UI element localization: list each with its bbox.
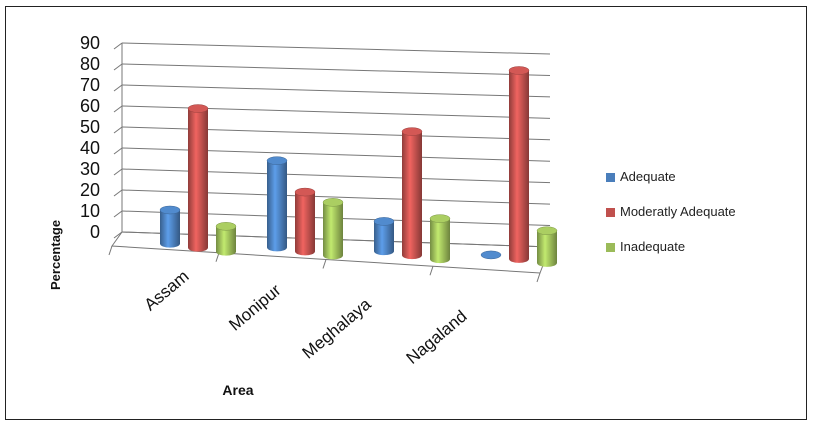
gridline — [121, 168, 551, 184]
legend-label: Moderatly Adequate — [620, 204, 736, 219]
x-category-label: Assam — [141, 267, 193, 315]
legend-swatch — [606, 208, 615, 217]
gridline-side — [113, 147, 123, 155]
gridline — [121, 126, 551, 141]
bar-adequate-monipur — [266, 156, 288, 252]
legend-swatch — [606, 173, 615, 182]
y-tick-label: 0 — [90, 222, 100, 242]
y-tick-label: 90 — [80, 33, 100, 53]
bar-moderatly-adequate-assam — [187, 104, 209, 252]
x-category-label: Nagaland — [403, 307, 471, 368]
gridline-side — [113, 168, 123, 176]
bar-inadequate-nagaland — [536, 226, 558, 267]
y-tick-label: 60 — [80, 96, 100, 116]
x-axis-categories: Assam Monipur Meghalaya Nagaland — [141, 267, 471, 368]
y-tick-label: 40 — [80, 138, 100, 158]
gridline-side — [113, 210, 123, 218]
y-tick-label: 70 — [80, 75, 100, 95]
y-tick-label: 20 — [80, 180, 100, 200]
legend: Adequate Moderatly Adequate Inadequate — [606, 169, 736, 254]
gridline — [121, 84, 551, 98]
legend-label: Adequate — [620, 169, 676, 184]
legend-swatch — [606, 243, 615, 252]
gridline — [121, 147, 551, 162]
gridline-side — [113, 105, 123, 113]
gridline-side — [113, 63, 123, 71]
y-tick-label: 30 — [80, 159, 100, 179]
gridline — [121, 105, 551, 119]
gridline — [121, 42, 551, 55]
gridline-side — [113, 231, 123, 239]
bar-moderatly-adequate-monipur — [294, 187, 316, 256]
floor-tick — [108, 245, 113, 256]
bar-inadequate-meghalaya — [429, 214, 451, 264]
y-axis-title: Percentage — [48, 220, 63, 290]
x-category-label: Meghalaya — [299, 294, 375, 362]
gridline-side — [113, 84, 123, 92]
bar-inadequate-monipur — [322, 198, 344, 260]
gridline-side — [113, 126, 123, 134]
bar-adequate-nagaland — [480, 250, 502, 260]
bar-moderatly-adequate-meghalaya — [401, 127, 423, 260]
bar-moderatly-adequate-nagaland — [508, 66, 530, 263]
bar-adequate-assam — [159, 205, 181, 248]
chart-bars — [159, 66, 558, 267]
y-tick-label: 50 — [80, 117, 100, 137]
gridline-side — [113, 42, 123, 50]
x-category-label: Monipur — [225, 280, 285, 334]
gridline-side — [113, 189, 123, 197]
legend-label: Inadequate — [620, 239, 685, 254]
bar-adequate-meghalaya — [373, 217, 395, 256]
floor-tick — [322, 259, 327, 269]
y-tick-label: 10 — [80, 201, 100, 221]
y-tick-label: 80 — [80, 54, 100, 74]
floor-tick — [429, 266, 434, 276]
floor-tick — [536, 272, 541, 283]
x-axis-title: Area — [222, 382, 253, 398]
gridline — [121, 63, 551, 76]
bar-inadequate-assam — [215, 222, 237, 256]
